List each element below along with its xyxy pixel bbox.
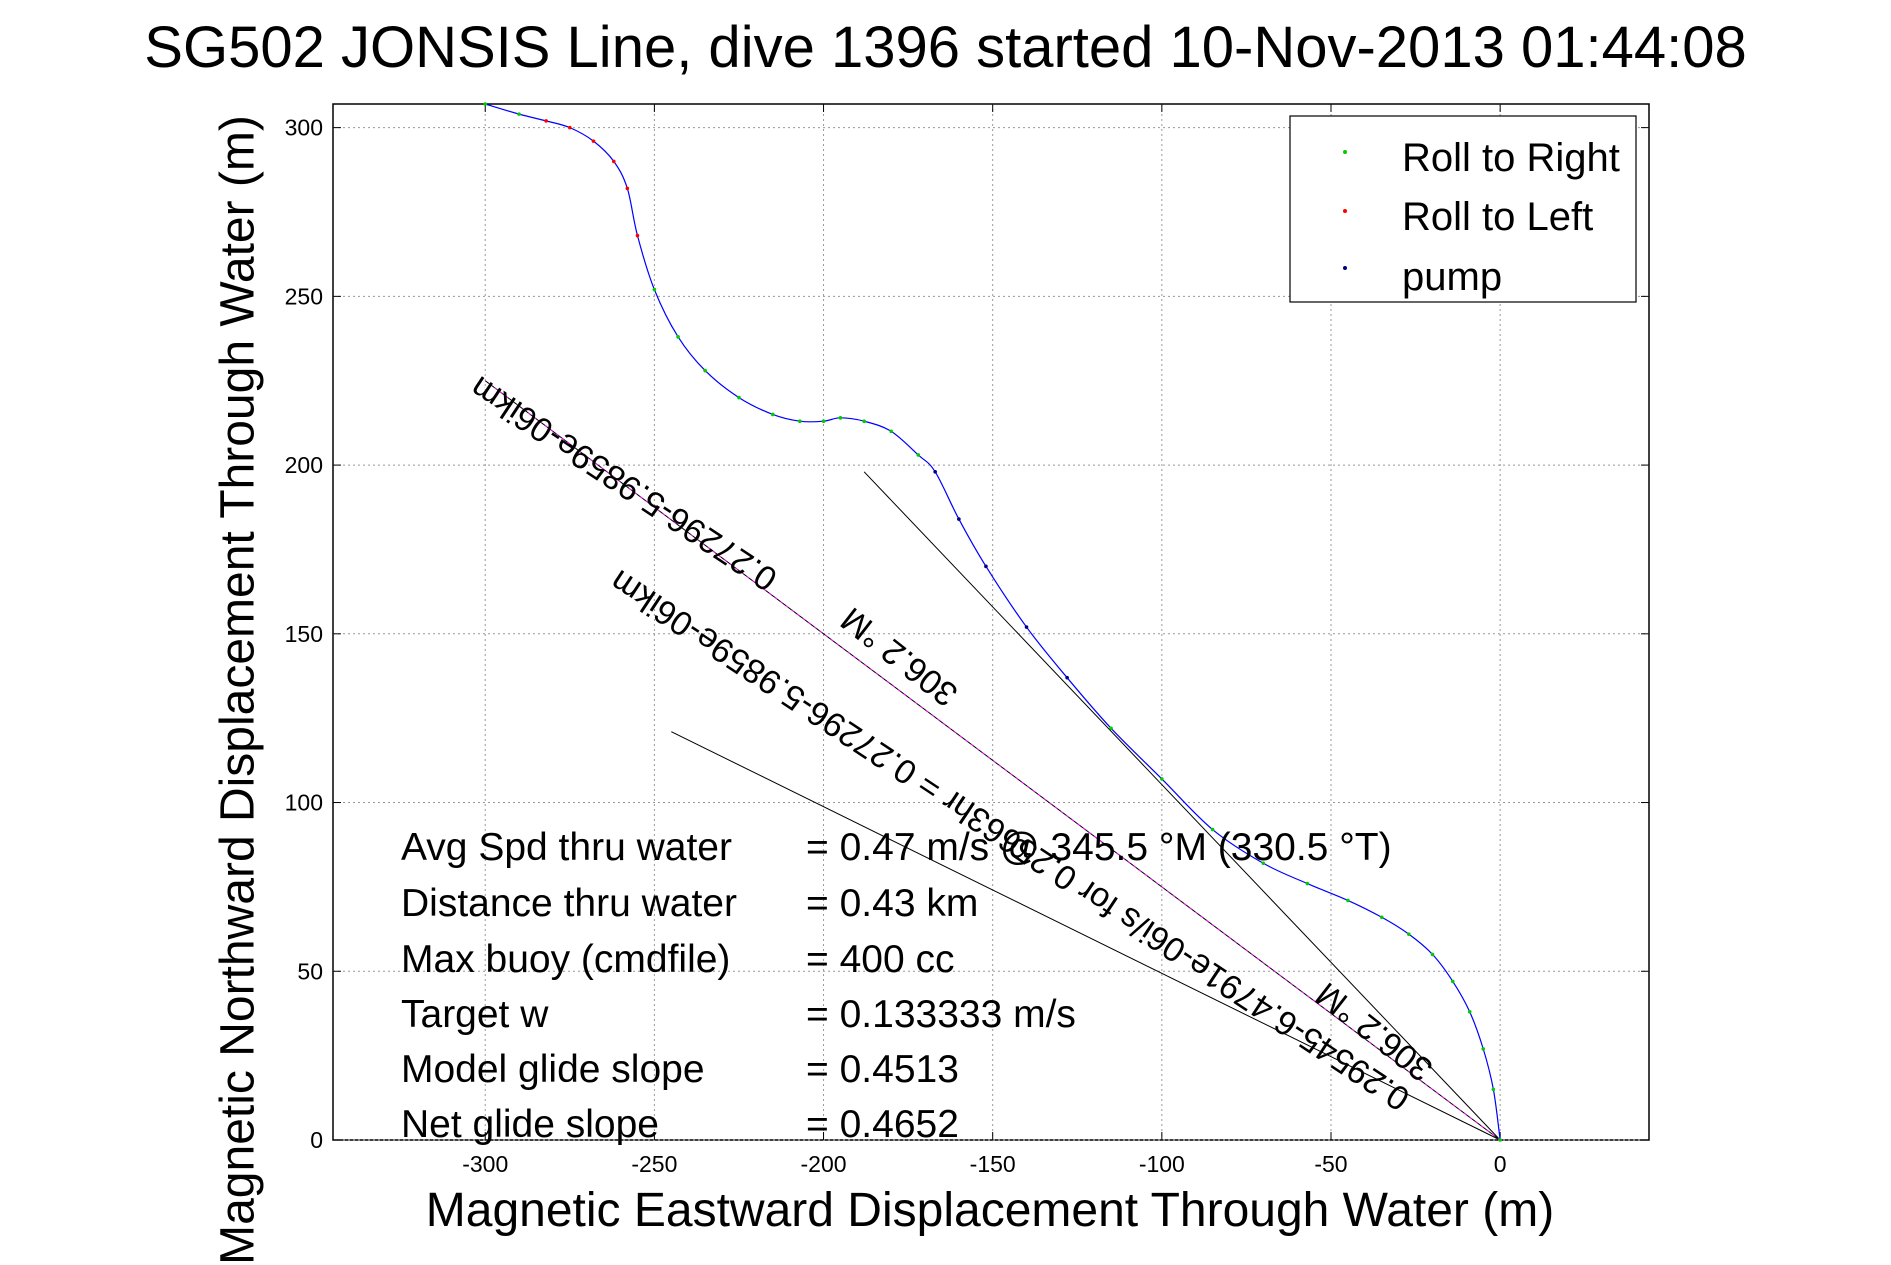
stat-label-target-w: Target w (401, 993, 549, 1036)
chart-title: SG502 JONSIS Line, dive 1396 started 10-… (144, 15, 1747, 80)
pump-marker (984, 564, 988, 569)
x-tick-label: -50 (1314, 1151, 1347, 1177)
roll-right-marker (1210, 827, 1215, 832)
x-axis-label: Magnetic Eastward Displacement Through W… (425, 1184, 1555, 1237)
roll-right-marker (1491, 1087, 1496, 1092)
y-tick-label: 0 (310, 1127, 323, 1153)
x-tick-label: -150 (970, 1151, 1016, 1177)
roll-left-marker (611, 159, 616, 164)
axis-ticks: -300 -250 -200 -150 -100 -50 0 0 50 100 150 200 250 3… (285, 104, 1649, 1177)
roll-right-marker (889, 429, 894, 434)
stat-label-model-glide: Model glide slope (401, 1048, 705, 1091)
legend-box (1289, 115, 1637, 303)
roll-right-marker (1346, 898, 1350, 903)
roll-right-marker (652, 287, 657, 292)
roll-right-marker (1430, 952, 1435, 957)
roll-right-marker (1450, 979, 1455, 984)
legend-marker-roll-left (1343, 209, 1347, 213)
legend-label-roll-left: Roll to Left (1402, 195, 1593, 239)
roll-right-marker (1109, 726, 1113, 731)
roll-right-marker (798, 419, 802, 424)
net-glide-dashed-line (484, 380, 1501, 1141)
x-tick-label: -300 (462, 1151, 508, 1177)
roll-right-marker (703, 368, 707, 373)
y-tick-label: 100 (285, 790, 323, 816)
reference-line (863, 471, 1501, 1141)
roll-left-marker (625, 186, 630, 191)
y-tick-label: 50 (297, 958, 323, 984)
stat-label-avg-speed: Avg Spd thru water (401, 826, 732, 869)
y-tick-label: 150 (285, 621, 323, 647)
pump-marker (1024, 625, 1029, 629)
stat-label-max-buoy: Max buoy (cmdfile) (401, 938, 731, 981)
y-tick-label: 200 (285, 452, 323, 478)
stat-value-target-w: = 0.133333 m/s (806, 993, 1076, 1036)
roll-right-marker (1379, 915, 1384, 920)
stat-value-net-glide: = 0.4652 (806, 1103, 959, 1146)
roll-right-marker (1160, 777, 1164, 781)
stat-value-model-glide: = 0.4513 (806, 1048, 959, 1091)
roll-right-marker (821, 419, 826, 424)
roll-right-marker (737, 395, 741, 400)
roll-right-marker (676, 335, 680, 339)
roll-left-marker (635, 233, 640, 238)
x-tick-label: -250 (631, 1151, 677, 1177)
track-series (485, 103, 1501, 1141)
stat-value-distance: = 0.43 km (806, 882, 979, 925)
track-markers (483, 102, 1502, 1142)
legend-label-roll-right: Roll to Right (1402, 136, 1620, 180)
y-tick-label: 250 (285, 283, 323, 309)
net-glide-line (484, 380, 1501, 1141)
roll-right-marker (838, 416, 843, 420)
roll-left-marker (591, 139, 596, 143)
roll-right-marker (483, 102, 488, 106)
roll-right-marker (1498, 1138, 1502, 1142)
roll-right-marker (770, 412, 775, 417)
roll-right-marker (862, 419, 866, 424)
x-tick-label: -200 (801, 1151, 847, 1177)
x-tick-label: 0 (1494, 1151, 1507, 1177)
roll-right-marker (1261, 861, 1266, 866)
roll-left-marker (568, 125, 572, 130)
roll-right-marker (1407, 932, 1411, 936)
legend-marker-pump (1343, 266, 1347, 270)
roll-right-marker (1467, 1009, 1472, 1014)
legend-label-pump: pump (1402, 255, 1502, 299)
stat-label-distance: Distance thru water (401, 882, 737, 925)
pump-marker (1065, 675, 1069, 680)
stat-label-net-glide: Net glide slope (401, 1103, 659, 1146)
legend-marker-roll-right (1343, 150, 1347, 154)
x-tick-label: -100 (1139, 1151, 1185, 1177)
pump-marker (957, 517, 961, 521)
roll-right-marker (1481, 1047, 1486, 1051)
reference-line (671, 731, 1501, 1141)
stat-value-max-buoy: = 400 cc (806, 938, 955, 981)
legend: Roll to Right Roll to Left pump (1289, 115, 1637, 303)
y-tick-label: 300 (285, 115, 323, 141)
pump-marker (933, 470, 937, 474)
roll-left-marker (544, 119, 548, 123)
roll-right-marker (517, 112, 521, 116)
stat-value-avg-speed: = 0.47 m/s @ 345.5 °M (330.5 °T) (806, 826, 1392, 869)
track-line (485, 103, 1501, 1141)
roll-right-marker (1305, 881, 1310, 886)
y-axis-label: Magnetic Northward Displacement Through … (211, 115, 265, 1265)
roll-right-marker (916, 453, 921, 457)
